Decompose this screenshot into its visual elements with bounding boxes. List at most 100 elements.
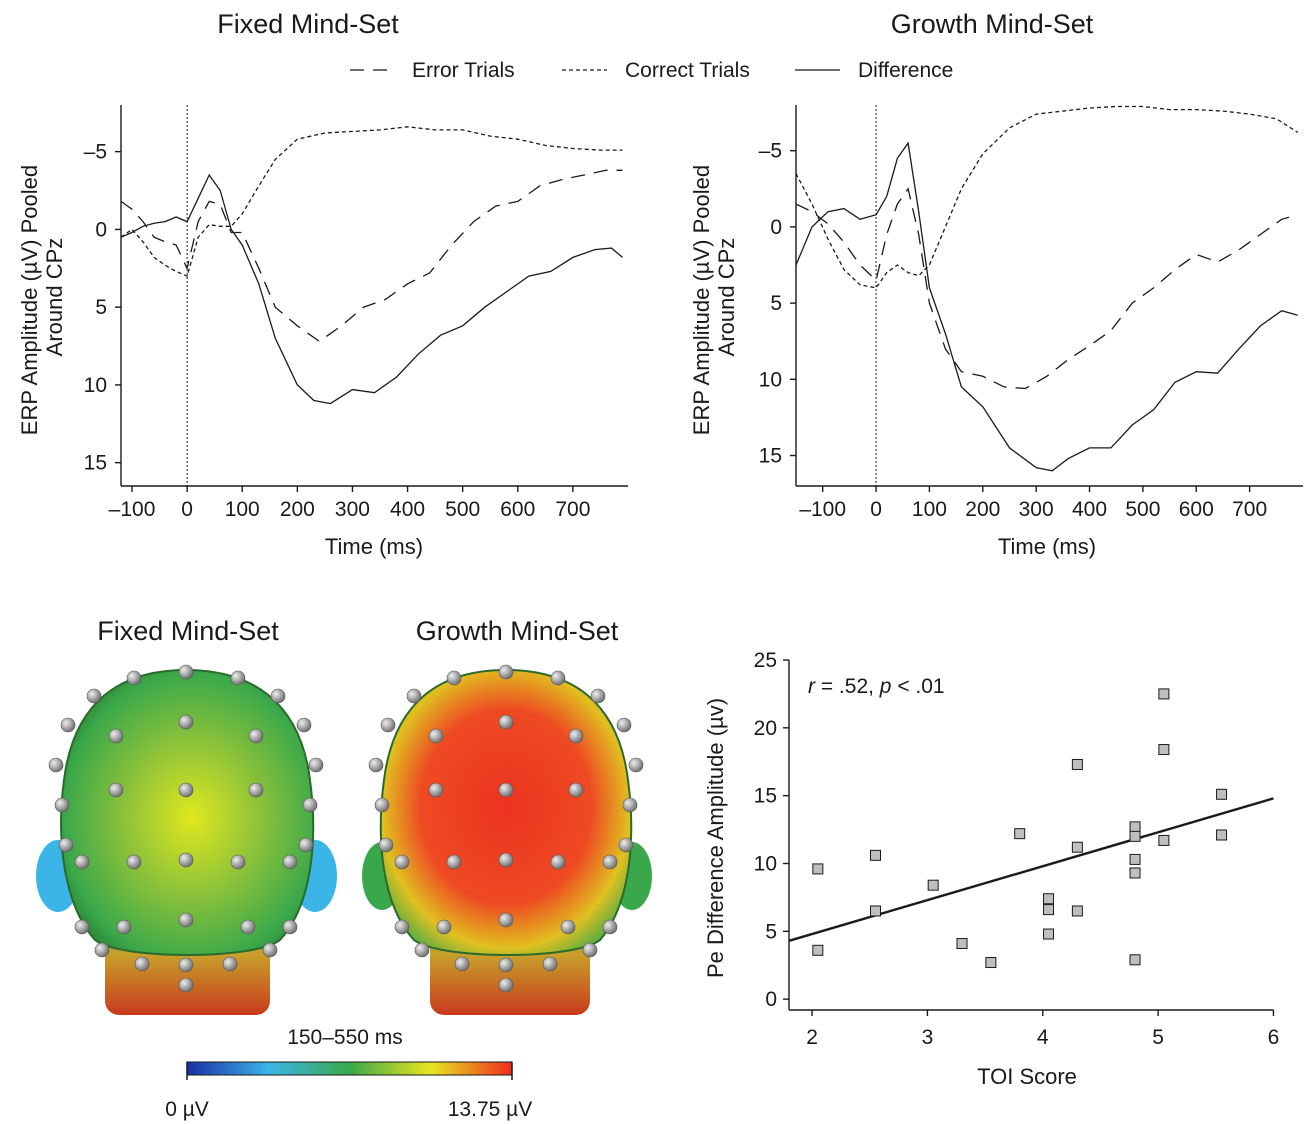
growth-electrode [498,664,514,680]
scatter-point [1043,928,1055,940]
erp-growth-ytick-label: 10 [759,368,782,391]
erp-fixed-xtick-label: 400 [390,498,425,521]
growth-electrode [380,717,396,733]
growth-electrode [622,797,638,813]
erp-growth-xlabel: Time (ms) [998,534,1096,559]
scatter-point [1071,905,1083,917]
erp-fixed-ytick-label: 15 [84,452,107,475]
erp-growth-ytick-label: 15 [759,445,782,468]
fixed-electrode [178,852,194,868]
fixed-electrode [134,956,150,972]
growth-electrode [406,688,422,704]
scatter-xtick-label: 2 [806,1026,818,1049]
erp-fixed-xtick-label: 200 [280,498,315,521]
fixed-electrode [282,919,298,935]
scatter-point [1158,744,1170,756]
fixed-electrode [126,854,142,870]
scatter-annotation: r = .52, p < .01 [808,675,945,698]
scatter-ytick-label: 15 [754,785,777,808]
topomap-growth-title: Growth Mind-Set [416,616,619,646]
fixed-electrode [282,854,298,870]
growth-electrode [568,728,584,744]
fixed-electrode [178,782,194,798]
fixed-electrode [54,797,70,813]
scatter-point [1071,758,1083,770]
fixed-electrode [308,757,324,773]
fixed-electrode [60,717,76,733]
fixed-electrode [296,717,312,733]
scatter-point [870,849,882,861]
scatter-point [1129,821,1141,833]
fixed-electrode [74,919,90,935]
erp-fixed-xtick-label: 500 [445,498,480,521]
erp-fixed-ytick-label: 5 [95,296,107,319]
erp-growth-ylabel: ERP Amplitude (µV) Pooled Around CPz [689,159,739,435]
erp-fixed-ylabel: ERP Amplitude (µV) Pooled Around CPz [17,159,67,435]
fixed-electrode [94,942,110,958]
erp-fixed-xlabel: Time (ms) [325,534,423,559]
fixed-electrode [108,782,124,798]
scatter-xtick-label: 3 [922,1026,934,1049]
fixed-electrode [230,854,246,870]
scatter-point [1129,867,1141,879]
erp-growth-ylabel-line2: Around CPz [714,238,739,357]
fixed-electrode [48,757,64,773]
growth-electrode [446,670,462,686]
fixed-electrode [178,714,194,730]
scatter-point [1158,834,1170,846]
topomap-window-label: 150–550 ms [287,1026,403,1049]
legend: Error Trials Correct Trials Difference [350,59,953,82]
growth-electrode [454,956,470,972]
scatter-point [956,938,968,950]
growth-electrode [498,714,514,730]
scatter-point [1216,829,1228,841]
scatter-point [870,905,882,917]
scatter-xtick-label: 5 [1152,1026,1164,1049]
erp-growth-series-difference [795,141,1298,472]
growth-electrode [436,919,452,935]
erp-fixed-series-error-trials [120,169,623,343]
scatter-ylabel: Pe Difference Amplitude (µv) [703,698,728,978]
erp-fixed-ytick-label: 0 [95,218,107,241]
legend-label-difference: Difference [858,59,953,82]
fixed-electrode [116,919,132,935]
erp-growth-xtick-label: 100 [912,498,947,521]
erp-fixed-ytick-label: 10 [84,374,107,397]
growth-electrode [498,912,514,928]
scatter-point [985,957,997,969]
erp-fixed-ytick-label: –5 [84,141,107,164]
erp-growth-series-error-trials [795,187,1298,390]
scatter-point [812,863,824,875]
growth-electrode [618,837,634,853]
growth-electrode [560,919,576,935]
erp-growth-xtick-label: –100 [799,498,846,521]
erp-fixed-ylabel-line2: Around CPz [42,238,67,357]
growth-electrode [628,757,644,773]
annotation-p: p [879,675,892,698]
erp-fixed-ylabel-line1: ERP Amplitude (µV) Pooled [17,165,42,435]
erp-growth-xtick-label: 700 [1232,498,1267,521]
growth-scalp [379,668,633,956]
erp-growth-ytick-label: –5 [759,140,782,163]
scatter-ytick-label: 5 [765,920,777,943]
growth-electrode [394,919,410,935]
fixed-electrode [74,854,90,870]
fixed-electrode [126,670,142,686]
scatter-chart: 2 3 4 5 6 0 5 10 15 20 25 r = .52, p < .01 TOI Sco… [703,649,1279,1089]
erp-growth-xtick-label: 0 [870,498,882,521]
scatter-point [1129,853,1141,865]
erp-fixed-xtick-label: 0 [181,498,193,521]
fixed-electrode [302,797,318,813]
growth-electrode [582,942,598,958]
growth-electrode [550,854,566,870]
scatter-point [1216,788,1228,800]
erp-growth-xtick-label: 300 [1019,498,1054,521]
color-scale-min-label: 0 µV [165,1098,209,1121]
erp-growth-chart: Growth Mind-Set –100 0 100 200 300 400 500 600 7… [689,9,1303,559]
fixed-electrode [240,919,256,935]
fixed-electrode [248,728,264,744]
growth-electrode [602,854,618,870]
scatter-ytick-label: 20 [754,717,777,740]
legend-label-error: Error Trials [412,59,515,82]
